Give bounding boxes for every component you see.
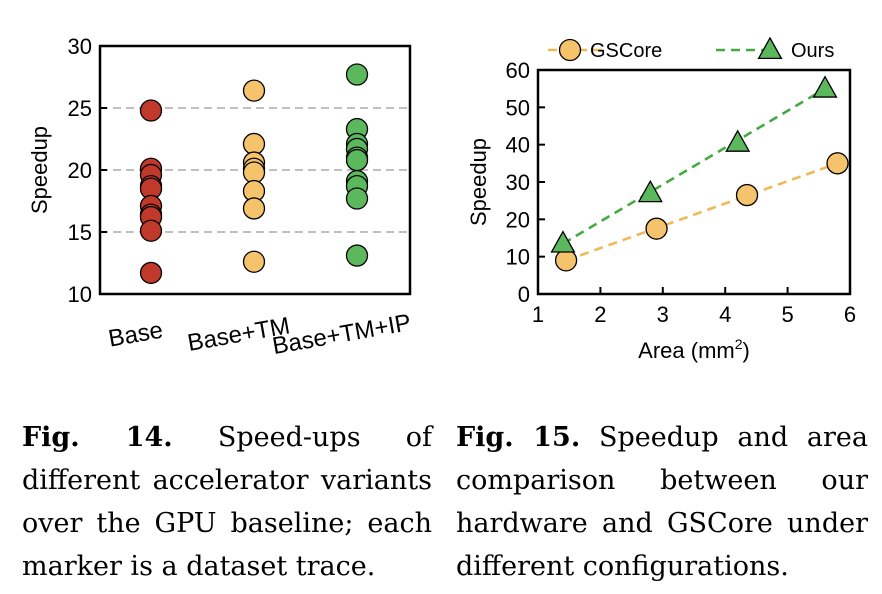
fig15-legend-label: Ours bbox=[791, 40, 834, 62]
fig15-data-point bbox=[812, 75, 838, 98]
fig15-caption-text: Speedup and area comparison between our … bbox=[456, 422, 868, 582]
fig14-data-point bbox=[242, 79, 266, 102]
fig15-data-point bbox=[637, 179, 663, 203]
fig15-x-tick-label: 3 bbox=[657, 302, 669, 327]
chart-fig15: 0 10 20 30 40 50 60 1 2 3 4 5 6 Speedup Area (mm2) G… bbox=[466, 36, 856, 363]
fig15-x-tick-label: 6 bbox=[844, 302, 856, 327]
fig15-trend-line bbox=[562, 87, 826, 245]
fig15-y-tick-label: 30 bbox=[506, 170, 530, 195]
fig14-data-point bbox=[139, 219, 163, 242]
fig14-data-point bbox=[242, 161, 266, 184]
fig15-data-point bbox=[550, 230, 576, 253]
fig14-caption-label: Fig. 14. bbox=[22, 422, 173, 453]
fig14-y-tick-label: 25 bbox=[68, 96, 92, 121]
fig15-x-tick-label: 5 bbox=[781, 302, 793, 327]
fig14-y-tick-label: 20 bbox=[68, 158, 92, 183]
fig15-x-tick-label: 1 bbox=[532, 302, 544, 327]
fig14-caption-text: Speed-ups of different accelerator varia… bbox=[22, 422, 432, 582]
fig15-data-point bbox=[554, 249, 578, 272]
fig15-y-tick-label: 60 bbox=[506, 58, 530, 83]
fig14-y-tick-label: 15 bbox=[68, 220, 92, 245]
fig15-trend-line bbox=[565, 162, 838, 262]
fig14-data-point bbox=[345, 244, 369, 267]
fig15-x-axis-label: Area (mm2) bbox=[638, 336, 750, 363]
fig14-plot-frame bbox=[98, 44, 412, 296]
fig14-data-point bbox=[242, 197, 266, 220]
fig15-y-tick-label: 0 bbox=[518, 282, 530, 307]
fig15-legend: GSCore Ours bbox=[548, 36, 834, 62]
fig14-data-point bbox=[345, 187, 369, 210]
fig15-data-point bbox=[826, 152, 849, 175]
fig15-caption: Fig. 15. Speedup and area comparison bet… bbox=[456, 416, 868, 588]
fig15-y-tick-label: 20 bbox=[506, 207, 530, 232]
fig14-x-tick-label: Base+TM+IP bbox=[270, 309, 413, 360]
fig14-data-point bbox=[242, 250, 266, 273]
fig15-x-tick-label: 2 bbox=[594, 302, 606, 327]
fig14-data-point bbox=[345, 63, 369, 86]
fig15-caption-label: Fig. 15. bbox=[456, 422, 581, 453]
fig14-data-point bbox=[139, 99, 163, 122]
fig15-plot-frame bbox=[536, 68, 852, 296]
fig14-data-point bbox=[345, 148, 369, 172]
fig15-data-point bbox=[645, 217, 668, 240]
fig14-data-point bbox=[139, 261, 163, 285]
fig14-caption: Fig. 14. Speed-ups of different accelera… bbox=[22, 416, 432, 588]
fig14-data-point bbox=[242, 132, 266, 156]
fig15-x-tick-label: 4 bbox=[719, 302, 731, 327]
fig15-y-tick-label: 40 bbox=[506, 133, 530, 158]
fig15-legend-marker bbox=[558, 38, 582, 62]
fig15-y-tick-label: 10 bbox=[506, 245, 530, 270]
fig15-y-tick-label: 50 bbox=[506, 95, 530, 120]
fig14-y-tick-label: 10 bbox=[68, 282, 92, 307]
fig15-legend-label: GSCore bbox=[590, 40, 662, 62]
fig15-data-point bbox=[725, 129, 751, 152]
fig15-y-axis-label: Speedup bbox=[466, 138, 491, 226]
fig14-y-axis-label: Speedup bbox=[27, 126, 52, 214]
fig14-y-tick-label: 30 bbox=[68, 34, 92, 59]
fig15-data-point bbox=[735, 183, 759, 207]
fig15-legend-marker bbox=[757, 36, 783, 60]
fig14-x-tick-label: Base bbox=[106, 317, 165, 353]
